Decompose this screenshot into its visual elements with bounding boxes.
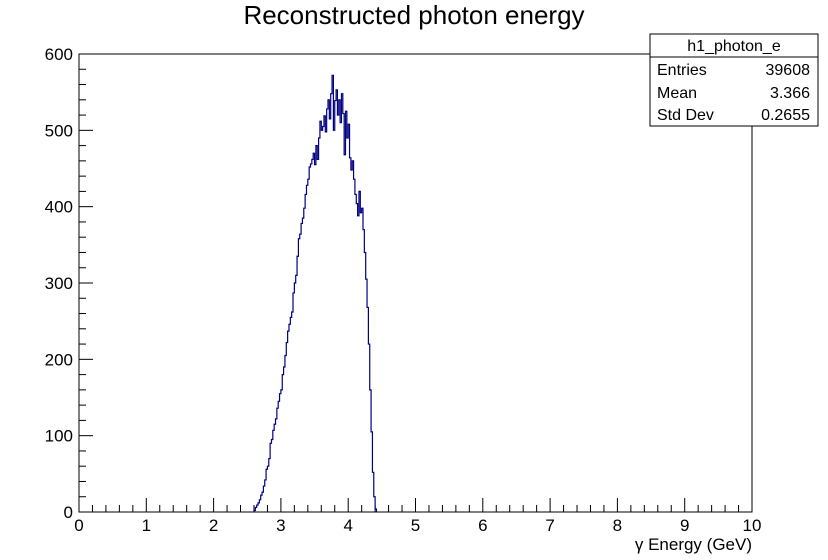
y-axis-ticks <box>79 53 93 513</box>
chart-title: Reconstructed photon energy <box>243 0 584 30</box>
stats-value-stddev: 0.2655 <box>761 107 810 124</box>
x-tick-label: 1 <box>142 516 151 535</box>
x-tick-label: 8 <box>613 516 622 535</box>
x-axis-tick-labels: 0 1 2 3 4 5 6 7 8 9 10 <box>74 516 761 535</box>
x-tick-label: 0 <box>74 516 83 535</box>
x-tick-label: 6 <box>478 516 487 535</box>
x-tick-label: 10 <box>743 516 762 535</box>
x-axis-title: γ Energy (GeV) <box>635 535 752 554</box>
y-tick-label: 100 <box>45 427 73 446</box>
stats-label-mean: Mean <box>657 85 697 102</box>
y-tick-label: 0 <box>64 503 73 522</box>
stats-value-entries: 39608 <box>766 62 811 79</box>
y-tick-label: 500 <box>45 121 73 140</box>
x-axis-ticks <box>78 498 753 512</box>
x-tick-label: 4 <box>343 516 352 535</box>
y-tick-label: 300 <box>45 274 73 293</box>
stats-value-mean: 3.366 <box>770 85 810 102</box>
stats-label-entries: Entries <box>657 62 707 79</box>
x-tick-label: 9 <box>680 516 689 535</box>
stats-box-frame <box>649 33 819 127</box>
x-tick-label: 2 <box>209 516 218 535</box>
x-tick-label: 3 <box>276 516 285 535</box>
stats-box: h1_photon_e Entries 39608 Mean 3.366 Std… <box>649 33 819 127</box>
y-axis-tick-labels: 0 100 200 300 400 500 600 <box>45 45 73 522</box>
stats-label-stddev: Std Dev <box>657 107 714 124</box>
y-tick-label: 200 <box>45 350 73 369</box>
y-tick-label: 600 <box>45 45 73 64</box>
x-tick-label: 7 <box>545 516 554 535</box>
x-tick-label: 5 <box>411 516 420 535</box>
y-tick-label: 400 <box>45 198 73 217</box>
stats-box-name: h1_photon_e <box>687 38 781 55</box>
histogram-outline <box>253 74 378 512</box>
